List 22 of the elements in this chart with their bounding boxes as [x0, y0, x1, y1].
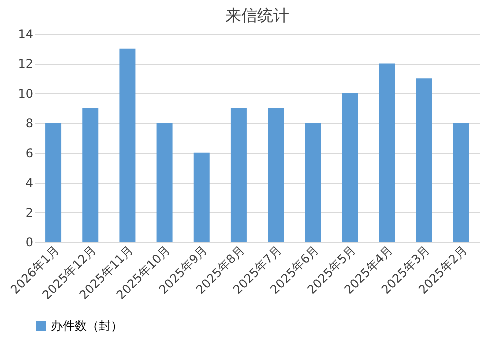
legend-label: 办件数（封） — [51, 319, 123, 333]
bar — [156, 123, 173, 242]
bar — [453, 123, 470, 242]
bar — [82, 108, 99, 242]
chart-title: 来信统计 — [226, 6, 290, 25]
bar — [268, 108, 284, 242]
bar — [379, 64, 396, 242]
y-tick-label: 2 — [26, 206, 34, 220]
y-tick-label: 8 — [26, 116, 34, 131]
y-tick-label: 0 — [26, 236, 34, 250]
bar — [120, 48, 136, 242]
bar — [230, 108, 247, 242]
y-tick-label: 12 — [18, 57, 34, 72]
y-tick-label: 6 — [26, 146, 34, 160]
y-tick-label: 10 — [18, 86, 34, 101]
bar — [416, 78, 432, 242]
bar — [342, 93, 358, 242]
bar — [305, 123, 322, 242]
bar — [194, 152, 210, 242]
bar — [46, 123, 62, 242]
y-tick-label: 4 — [26, 176, 34, 190]
y-tick-label: 14 — [18, 28, 34, 42]
